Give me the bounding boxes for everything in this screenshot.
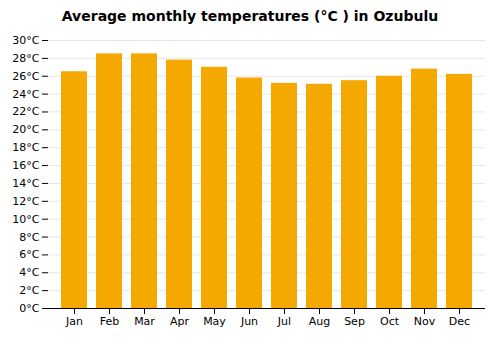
svg-text:16°C: 16°C: [12, 159, 39, 172]
svg-text:10°C: 10°C: [12, 213, 39, 226]
svg-text:Apr: Apr: [170, 315, 190, 328]
svg-text:Jan: Jan: [65, 315, 83, 328]
svg-text:6°C: 6°C: [19, 248, 39, 261]
svg-text:18°C: 18°C: [12, 141, 39, 154]
svg-text:22°C: 22°C: [12, 105, 39, 118]
svg-text:4°C: 4°C: [19, 266, 39, 279]
svg-text:8°C: 8°C: [19, 231, 39, 244]
svg-text:20°C: 20°C: [12, 123, 39, 136]
svg-text:2°C: 2°C: [19, 284, 39, 297]
svg-text:28°C: 28°C: [12, 52, 39, 65]
svg-text:Jul: Jul: [277, 315, 291, 328]
svg-text:12°C: 12°C: [12, 195, 39, 208]
svg-text:May: May: [203, 315, 226, 328]
svg-text:Jun: Jun: [240, 315, 258, 328]
svg-text:Mar: Mar: [134, 315, 155, 328]
svg-text:Aug: Aug: [309, 315, 330, 328]
svg-text:Nov: Nov: [414, 315, 436, 328]
svg-text:26°C: 26°C: [12, 70, 39, 83]
svg-text:14°C: 14°C: [12, 177, 39, 190]
svg-text:Feb: Feb: [100, 315, 119, 328]
svg-text:Dec: Dec: [449, 315, 470, 328]
html-text:Average monthly temperatures (: Average monthly temperatures (°C ) in Oz…: [61, 8, 439, 24]
svg-text:Oct: Oct: [380, 315, 400, 328]
svg-text:0°C: 0°C: [19, 302, 39, 315]
svg-text:30°C: 30°C: [12, 34, 39, 47]
svg-text:Sep: Sep: [344, 315, 365, 328]
svg-text:24°C: 24°C: [12, 88, 39, 101]
